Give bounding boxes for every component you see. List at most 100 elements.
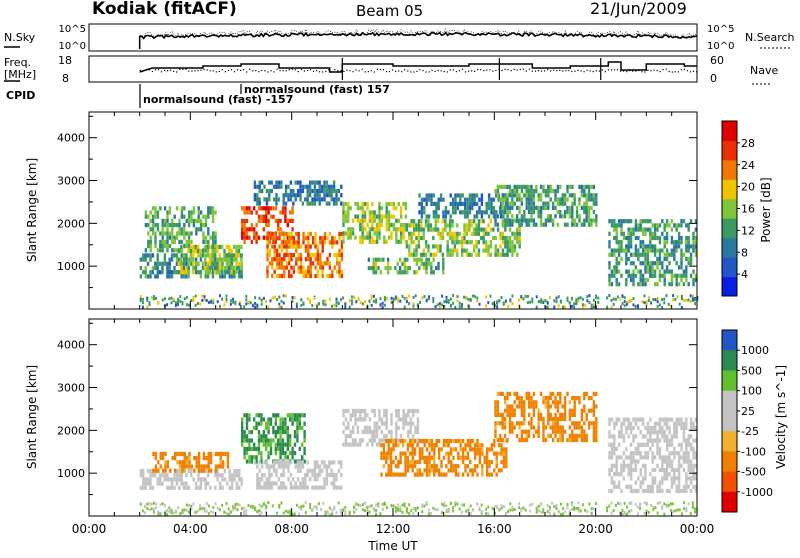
power-echo-cell-1	[186, 219, 188, 223]
power-echo-cell-7	[401, 270, 403, 274]
nave-dot	[167, 70, 168, 71]
power-echo-cell-3	[267, 206, 269, 210]
power-echo-cell-10	[547, 206, 549, 210]
vel-ground-scatter-cell	[556, 504, 558, 507]
nsky-trace	[140, 29, 697, 49]
vel-echo-cell-7	[673, 451, 675, 455]
vel-echo-cell-4	[407, 422, 409, 426]
vel-ground-scatter-cell	[639, 503, 641, 506]
vel-echo-cell-5	[445, 443, 447, 447]
vel-echo-cell-5	[380, 473, 382, 477]
power-ground-scatter-cell	[171, 301, 173, 304]
velocity-colorbar-swatch	[722, 411, 737, 432]
vel-ground-scatter-cell	[630, 509, 632, 512]
vel-echo-cell-0	[209, 486, 211, 490]
power-ground-scatter-cell	[496, 300, 498, 303]
vel-echo-cell-6	[514, 425, 516, 429]
power-echo-cell-10	[557, 185, 559, 189]
power-echo-cell-11	[673, 244, 675, 248]
power-echo-cell-1	[181, 210, 183, 214]
power-echo-cell-6	[402, 202, 404, 206]
power-echo-cell-1	[188, 215, 190, 219]
power-colorbar-swatch	[722, 199, 737, 219]
vel-ground-scatter-cell	[677, 509, 679, 512]
vel-ground-scatter-cell	[144, 511, 146, 514]
power-ground-scatter-cell	[589, 294, 591, 297]
vel-ground-scatter-cell	[430, 512, 432, 515]
power-echo-cell-4	[274, 245, 276, 249]
power-echo-cell-11	[656, 282, 658, 286]
vel-echo-cell-7	[630, 460, 632, 464]
nave-dot	[353, 71, 354, 72]
power-echo-cell-1	[147, 240, 149, 244]
power-echo-cell-9	[478, 206, 480, 210]
vel-echo-cell-4	[386, 422, 388, 426]
nave-dot	[681, 69, 682, 70]
power-echo-cell-6	[371, 223, 373, 227]
power-echo-cell-11	[644, 253, 646, 257]
vel-ground-scatter-cell	[153, 511, 155, 514]
vel-echo-cell-4	[350, 443, 352, 447]
power-colorbar-tick-label: 28	[741, 137, 755, 150]
power-echo-cell-6	[383, 215, 385, 219]
power-ground-scatter-cell	[155, 297, 157, 300]
power-echo-cell-10	[590, 223, 592, 227]
vel-echo-cell-5	[505, 456, 507, 460]
vel-echo-cell-5	[486, 452, 488, 456]
vel-echo-cell-2	[279, 443, 281, 447]
power-echo-cell-1	[190, 240, 192, 244]
vel-echo-cell-5	[433, 468, 435, 472]
vel-ground-scatter-cell	[289, 513, 291, 516]
vel-echo-cell-2	[258, 447, 260, 451]
power-echo-cell-5	[295, 181, 297, 185]
vel-ground-scatter-cell	[556, 507, 558, 510]
power-echo-cell-4	[324, 261, 326, 265]
power-echo-cell-10	[514, 193, 516, 197]
power-ground-scatter-cell	[382, 306, 384, 309]
vel-ground-scatter-cell	[672, 510, 674, 513]
vel-echo-cell-6	[574, 396, 576, 400]
power-echo-cell-9	[490, 206, 492, 210]
power-ground-scatter-cell	[479, 303, 481, 306]
power-echo-cell-11	[642, 232, 644, 236]
nave-dot	[663, 69, 664, 70]
vel-echo-cell-5	[443, 443, 445, 447]
power-echo-cell-8	[444, 223, 446, 227]
vel-echo-cell-2	[296, 417, 298, 421]
power-echo-cell-10	[574, 223, 576, 227]
vel-ground-scatter-cell	[314, 505, 316, 508]
vel-echo-cell-7	[680, 426, 682, 430]
power-echo-cell-4	[283, 274, 285, 278]
power-echo-cell-5	[261, 181, 263, 185]
vel-echo-cell-6	[528, 392, 530, 396]
power-echo-cell-8	[468, 219, 470, 223]
power-echo-cell-4	[322, 249, 324, 253]
power-echo-cell-11	[664, 278, 666, 282]
power-echo-cell-11	[678, 223, 680, 227]
vel-ground-scatter-cell	[494, 505, 496, 508]
power-echo-cell-8	[485, 240, 487, 244]
power-echo-cell-5	[314, 193, 316, 197]
vel-ground-scatter-cell	[173, 512, 175, 515]
power-echo-cell-1	[152, 231, 154, 235]
vel-ground-scatter-cell	[149, 502, 151, 505]
vel-echo-cell-7	[692, 439, 694, 443]
vel-echo-cell-5	[388, 447, 390, 451]
power-echo-cell-11	[664, 253, 666, 257]
vel-ground-scatter-cell	[485, 508, 487, 511]
power-ground-scatter-cell	[391, 297, 393, 300]
vel-echo-cell-7	[692, 485, 694, 489]
power-echo-cell-11	[618, 261, 620, 265]
power-echo-cell-10	[581, 189, 583, 193]
vel-echo-cell-3	[297, 486, 299, 490]
vel-echo-cell-7	[635, 418, 637, 422]
vel-echo-cell-6	[506, 438, 508, 442]
vel-echo-cell-7	[680, 489, 682, 493]
power-echo-cell-6	[359, 223, 361, 227]
power-echo-cell-10	[586, 197, 588, 201]
power-echo-cell-9	[435, 214, 437, 218]
nave-dot	[511, 70, 512, 71]
vel-echo-cell-7	[668, 460, 670, 464]
power-echo-cell-4	[276, 236, 278, 240]
vel-echo-cell-7	[661, 426, 663, 430]
